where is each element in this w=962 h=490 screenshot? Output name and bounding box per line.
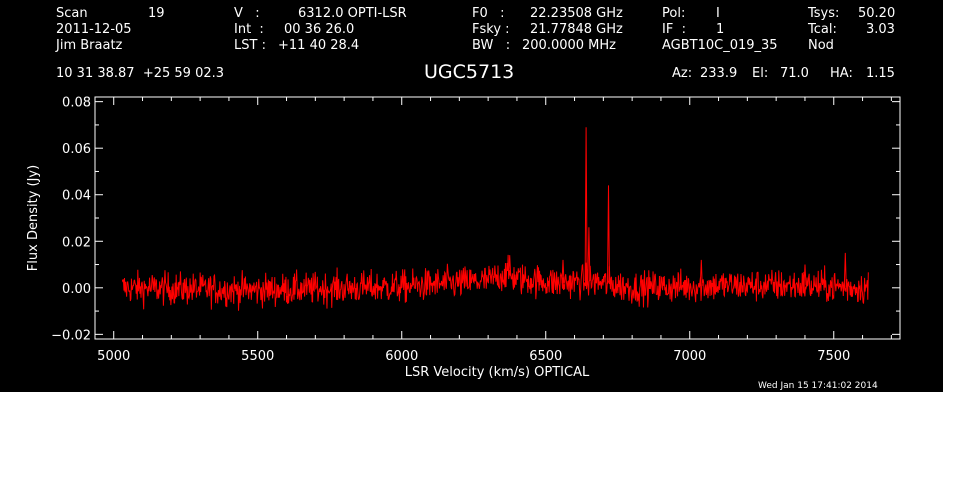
x-tick-label: 6500 <box>529 349 562 364</box>
x-tick-label: 7500 <box>817 349 850 364</box>
spectral-peaks <box>509 127 847 287</box>
spectral-peak <box>585 127 587 281</box>
spectrum-plot: 5000 5500 6000 6500 7000 7500 −0.02 0.00 0.02 0.… <box>0 0 943 392</box>
y-tick-label: 0.02 <box>62 235 91 250</box>
spectral-peak <box>700 260 702 286</box>
spectral-peak <box>608 185 610 284</box>
spectral-peak <box>844 253 846 287</box>
y-tick-label: 0.00 <box>62 282 91 297</box>
spectral-peak <box>804 265 806 286</box>
x-axis-title: LSR Velocity (km/s) OPTICAL <box>405 365 590 380</box>
x-tick-label: 6000 <box>385 349 418 364</box>
y-axis-ticks: −0.02 0.00 0.02 0.04 0.06 0.08 <box>51 96 900 344</box>
x-axis-ticks: 5000 5500 6000 6500 7000 7500 <box>97 97 891 364</box>
plot-panel: Scan 19 2011-12-05 Jim Braatz V : 6312.0… <box>0 0 943 392</box>
plot-timestamp: Wed Jan 15 17:41:02 2014 <box>758 381 878 391</box>
x-tick-label: 7000 <box>673 349 706 364</box>
spectrum-line <box>122 255 868 311</box>
spectral-peak <box>588 227 590 280</box>
y-tick-label: −0.02 <box>51 328 91 343</box>
y-axis-title: Flux Density (Jy) <box>26 165 41 271</box>
y-tick-label: 0.04 <box>62 189 91 204</box>
x-tick-label: 5000 <box>97 349 130 364</box>
y-tick-label: 0.06 <box>62 142 91 157</box>
y-tick-label: 0.08 <box>62 96 91 111</box>
x-tick-label: 5500 <box>241 349 274 364</box>
